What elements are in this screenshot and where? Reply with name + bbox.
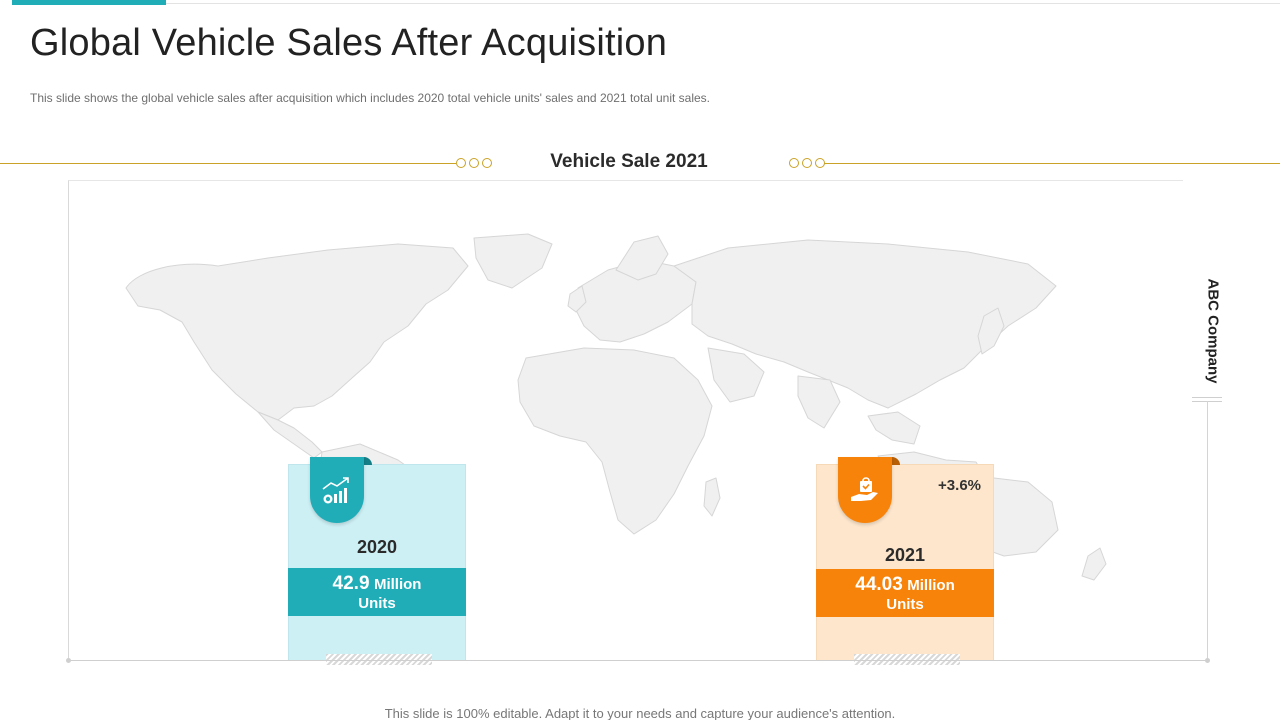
card-stand-2021	[854, 654, 960, 665]
top-accent-bar	[12, 0, 166, 5]
card-unit-line2-2020: Units	[358, 595, 396, 612]
card-unit-2020: Million	[373, 576, 422, 593]
badge-2020	[310, 457, 364, 523]
north-america	[125, 243, 469, 421]
card-year-2020: 2020	[356, 537, 398, 557]
section-title: Vehicle Sale 2021	[550, 151, 708, 172]
card-value-band-2020: 42.9 Million Units	[288, 568, 466, 616]
section-divider-left	[0, 163, 456, 164]
world-map	[125, 233, 1107, 603]
badge-2021	[838, 457, 892, 523]
card-2021: +3.6% 2021 44.03 Million Units	[816, 457, 994, 661]
slide-title: Global Vehicle Sales After Acquisition	[30, 22, 668, 64]
arabia	[707, 347, 765, 403]
section-divider-right	[824, 163, 1280, 164]
card-value-2020: 42.9	[332, 573, 370, 594]
baseline-dot-left	[66, 658, 71, 663]
side-rule	[1192, 397, 1222, 398]
growth-indicator: +3.6%	[938, 477, 981, 494]
africa	[517, 347, 713, 535]
southeast-asia	[867, 411, 921, 445]
section-dots-left	[456, 158, 492, 168]
card-stand-2020	[326, 654, 432, 665]
baseline	[68, 660, 1208, 661]
uk	[567, 285, 587, 313]
new-zealand	[1081, 547, 1107, 581]
madagascar	[703, 477, 721, 517]
side-vertical-line	[1207, 401, 1208, 661]
slide-subtitle: This slide shows the global vehicle sale…	[30, 91, 711, 105]
chart-growth-coins-icon	[322, 477, 349, 504]
company-label: ABC Company	[1195, 272, 1231, 390]
card-unit-line2-2021: Units	[886, 596, 924, 613]
top-rule	[166, 3, 1280, 4]
card-value-band-2021: 44.03 Million Units	[816, 569, 994, 617]
card-value-2021: 44.03	[855, 574, 903, 595]
central-america	[257, 411, 323, 459]
company-label-text: ABC Company	[1204, 278, 1222, 384]
badge-tab-2021	[892, 457, 900, 465]
greenland	[473, 233, 553, 289]
card-year-2021: 2021	[884, 545, 926, 565]
card-unit-2021: Million	[907, 577, 955, 594]
asia	[673, 239, 1057, 409]
badge-tab-2020	[364, 457, 372, 465]
scandinavia	[615, 235, 669, 281]
section-dots-right	[789, 158, 825, 168]
hand-shopping-bag-icon	[851, 477, 878, 501]
map-frame	[68, 180, 1183, 661]
japan	[977, 307, 1005, 355]
india	[797, 375, 841, 429]
slide-footer: This slide is 100% editable. Adapt it to…	[384, 706, 896, 720]
baseline-dot-right	[1205, 658, 1210, 663]
card-2020: 2020 42.9 Million Units	[288, 457, 466, 661]
